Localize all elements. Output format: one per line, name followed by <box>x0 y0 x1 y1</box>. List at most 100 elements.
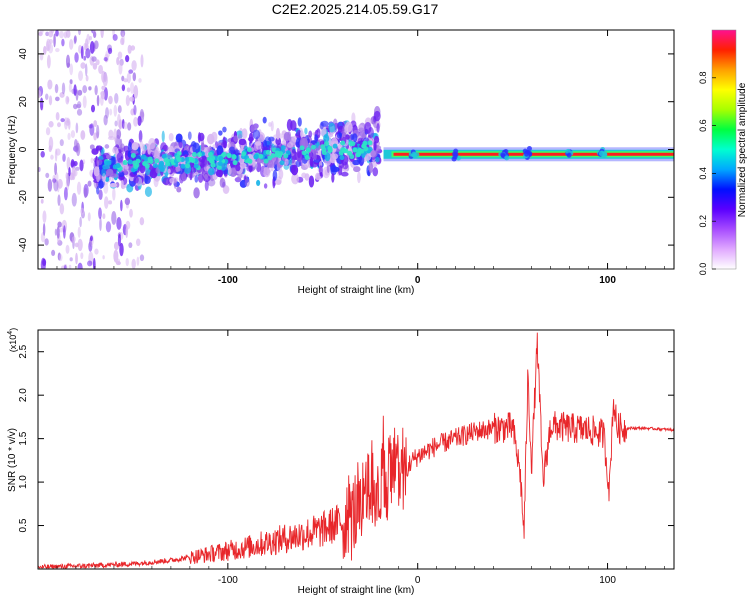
spectrogram-point <box>124 197 131 206</box>
spectrogram-point <box>115 261 121 266</box>
spectrogram-point <box>309 157 314 168</box>
spectrogram-point <box>129 208 133 218</box>
spectrogram-point <box>192 142 201 154</box>
spectrogram-point <box>45 93 49 100</box>
snr-ytick-label: 2.0 <box>18 388 29 402</box>
colorbar: 0.0 0.2 0.4 0.6 0.8 Normalized spectral ampl… <box>698 29 748 276</box>
colorbar-frame <box>711 29 737 270</box>
spectrogram-xlabel: Height of straight line (km) <box>298 285 415 296</box>
spectrogram-point <box>113 249 119 263</box>
spectrogram-point <box>70 160 76 169</box>
spectrogram-point <box>161 130 165 143</box>
spectrogram-point <box>55 48 60 53</box>
spectrogram-point <box>80 252 84 260</box>
spectrogram-point <box>167 168 171 174</box>
spectrogram-point <box>356 151 362 157</box>
spectrogram-point <box>39 52 44 61</box>
spectrogram-point <box>133 104 137 116</box>
spectrogram-point <box>44 238 49 246</box>
spectrogram-point <box>63 187 68 201</box>
spectrogram-point <box>65 177 70 191</box>
spectrogram-point <box>139 254 145 262</box>
spectrogram-point <box>331 141 339 146</box>
spectrogram-point <box>116 129 122 140</box>
spectrogram-point <box>96 94 100 107</box>
colorbar-label: Normalized spectral amplitude <box>737 82 748 217</box>
spectrogram-point <box>229 146 235 152</box>
spectrogram-point <box>102 163 110 170</box>
spectrogram-point <box>83 55 87 61</box>
snr-ytick-label: 1.5 <box>18 431 29 445</box>
spectrogram-point <box>331 173 335 183</box>
spectrogram-point <box>598 151 604 157</box>
spectrogram-point <box>70 130 76 138</box>
spectrogram-point <box>92 62 98 70</box>
spectrogram-ytick-label: 20 <box>18 96 29 108</box>
spectrogram-point <box>79 159 84 172</box>
spectrogram-point <box>75 252 78 265</box>
spectrogram-point <box>153 175 159 188</box>
spectrogram-point <box>452 154 458 160</box>
spectrogram-point <box>336 132 342 139</box>
spectrogram-point <box>72 103 78 110</box>
spectrogram-point <box>85 48 91 59</box>
spectrogram-point <box>270 153 276 159</box>
spectrogram-point <box>125 225 129 236</box>
spectrogram-point <box>107 136 116 141</box>
figure-title: C2E2.2025.214.05.59.G17 <box>272 1 439 17</box>
spectrogram-point <box>59 31 64 39</box>
spectrogram-point <box>102 213 106 220</box>
spectrogram-point <box>207 151 213 157</box>
colorbar-tick-label: 0.0 <box>698 263 708 276</box>
spectrogram-point <box>304 173 310 181</box>
spectrogram-point <box>221 151 227 157</box>
spectrogram-point <box>96 159 103 166</box>
spectrogram-point <box>112 34 118 41</box>
spectrogram-point <box>258 153 264 159</box>
spectrogram-xtick-label: 100 <box>599 275 616 286</box>
spectrogram-point <box>133 116 139 127</box>
spectrogram-point <box>138 130 143 143</box>
spectrogram-point <box>152 163 158 169</box>
spectrogram-point <box>131 60 137 71</box>
spectrogram-point <box>248 132 253 144</box>
spectrogram-point <box>100 30 104 39</box>
spectrogram-point <box>112 156 117 165</box>
spectrogram-point <box>277 153 283 159</box>
spectrogram-point <box>103 114 108 126</box>
spectrogram-point <box>136 256 140 266</box>
spectrogram-point <box>79 216 82 228</box>
spectrogram-point <box>74 145 79 153</box>
spectrogram-point <box>168 132 174 142</box>
spectrogram-point <box>139 217 145 226</box>
spectrogram-point <box>210 155 216 161</box>
spectrogram-point <box>116 152 124 163</box>
spectrogram-point <box>566 152 572 158</box>
spectrogram-point <box>73 169 78 177</box>
colorbar-gradient <box>712 30 736 269</box>
spectrogram-point <box>57 122 61 128</box>
spectrogram-point <box>212 144 216 149</box>
spectrogram-point <box>43 45 47 55</box>
spectrogram-point <box>284 158 289 166</box>
spectrogram-point <box>69 79 73 85</box>
snr-series-line <box>38 332 674 569</box>
spectrogram-ytick-label: 0 <box>18 146 29 152</box>
spectrogram-point <box>38 31 43 37</box>
colorbar-tick-label: 0.6 <box>698 119 708 132</box>
spectrogram-point <box>290 164 299 176</box>
spectrogram-point <box>176 151 182 157</box>
spectrogram-point <box>58 253 63 262</box>
spectrogram-point <box>50 154 54 160</box>
spectrogram-point <box>94 248 99 255</box>
spectrogram-point <box>191 152 197 158</box>
spectrogram-point <box>103 182 109 194</box>
spectrogram-point <box>48 43 54 54</box>
spectrogram-point <box>45 127 51 136</box>
snr-ytick-label: 0.5 <box>18 518 29 532</box>
spectrogram-point <box>89 41 95 54</box>
spectrogram-point <box>69 257 73 262</box>
spectrogram-point <box>109 108 113 116</box>
spectrogram-point <box>194 175 199 183</box>
spectrogram-point <box>239 162 247 169</box>
